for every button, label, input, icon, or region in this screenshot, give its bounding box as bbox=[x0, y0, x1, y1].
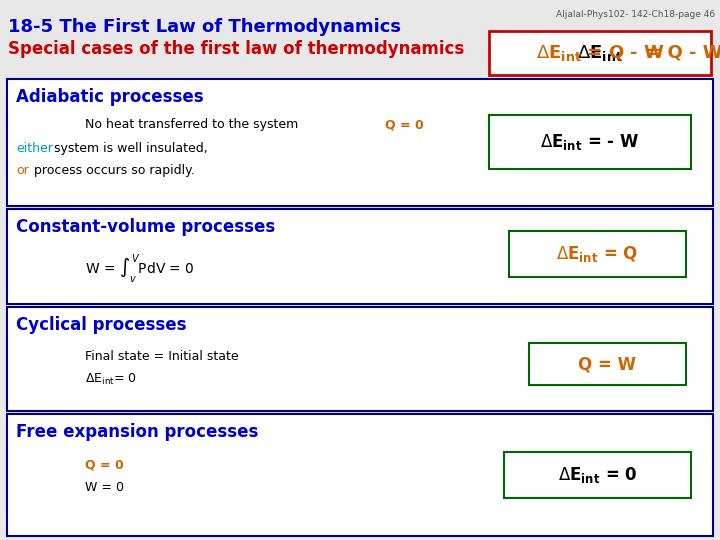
FancyBboxPatch shape bbox=[489, 31, 711, 75]
Text: Adiabatic processes: Adiabatic processes bbox=[16, 88, 204, 106]
FancyBboxPatch shape bbox=[7, 307, 713, 411]
Text: $\Delta$E$_{\mathregular{int}}$ = Q: $\Delta$E$_{\mathregular{int}}$ = Q bbox=[557, 244, 639, 264]
Text: $\Delta$E$_{\mathregular{int}}$: $\Delta$E$_{\mathregular{int}}$ bbox=[577, 43, 623, 63]
Text: = Q - W: = Q - W bbox=[640, 44, 720, 62]
Text: Q = W: Q = W bbox=[578, 355, 636, 373]
Text: Free expansion processes: Free expansion processes bbox=[16, 423, 258, 441]
Text: Special cases of the first law of thermodynamics: Special cases of the first law of thermo… bbox=[8, 40, 464, 58]
FancyBboxPatch shape bbox=[504, 452, 691, 498]
FancyBboxPatch shape bbox=[7, 414, 713, 536]
Text: Q = 0: Q = 0 bbox=[85, 459, 124, 472]
Text: W = $\int_v^V$PdV = 0: W = $\int_v^V$PdV = 0 bbox=[85, 252, 195, 285]
FancyBboxPatch shape bbox=[7, 209, 713, 304]
FancyBboxPatch shape bbox=[7, 79, 713, 206]
Text: $\Delta$E$_{\mathregular{int}}$ = - W: $\Delta$E$_{\mathregular{int}}$ = - W bbox=[541, 132, 639, 152]
Text: 18-5 The First Law of Thermodynamics: 18-5 The First Law of Thermodynamics bbox=[8, 18, 401, 36]
Text: Final state = Initial state: Final state = Initial state bbox=[85, 350, 238, 363]
Text: process occurs so rapidly.: process occurs so rapidly. bbox=[30, 164, 194, 177]
FancyBboxPatch shape bbox=[509, 231, 686, 277]
Text: Q = 0: Q = 0 bbox=[385, 118, 424, 131]
Text: $\Delta$E$_{\mathregular{int}}$= 0: $\Delta$E$_{\mathregular{int}}$= 0 bbox=[85, 372, 137, 387]
Text: either: either bbox=[16, 142, 53, 155]
Text: $\Delta$E$_{\mathregular{int}}$ = 0: $\Delta$E$_{\mathregular{int}}$ = 0 bbox=[558, 465, 637, 485]
Text: Aljalal-Phys102- 142-Ch18-page 46: Aljalal-Phys102- 142-Ch18-page 46 bbox=[556, 10, 715, 19]
Text: or: or bbox=[16, 164, 29, 177]
Text: W = 0: W = 0 bbox=[85, 481, 124, 494]
Text: Constant-volume processes: Constant-volume processes bbox=[16, 218, 275, 236]
Text: $\Delta$E$_{\mathregular{int}}$ = Q - W: $\Delta$E$_{\mathregular{int}}$ = Q - W bbox=[536, 43, 665, 63]
Text: system is well insulated,: system is well insulated, bbox=[50, 142, 208, 155]
FancyBboxPatch shape bbox=[529, 343, 686, 385]
Text: Cyclical processes: Cyclical processes bbox=[16, 316, 186, 334]
FancyBboxPatch shape bbox=[489, 115, 691, 169]
Text: No heat transferred to the system: No heat transferred to the system bbox=[85, 118, 302, 131]
